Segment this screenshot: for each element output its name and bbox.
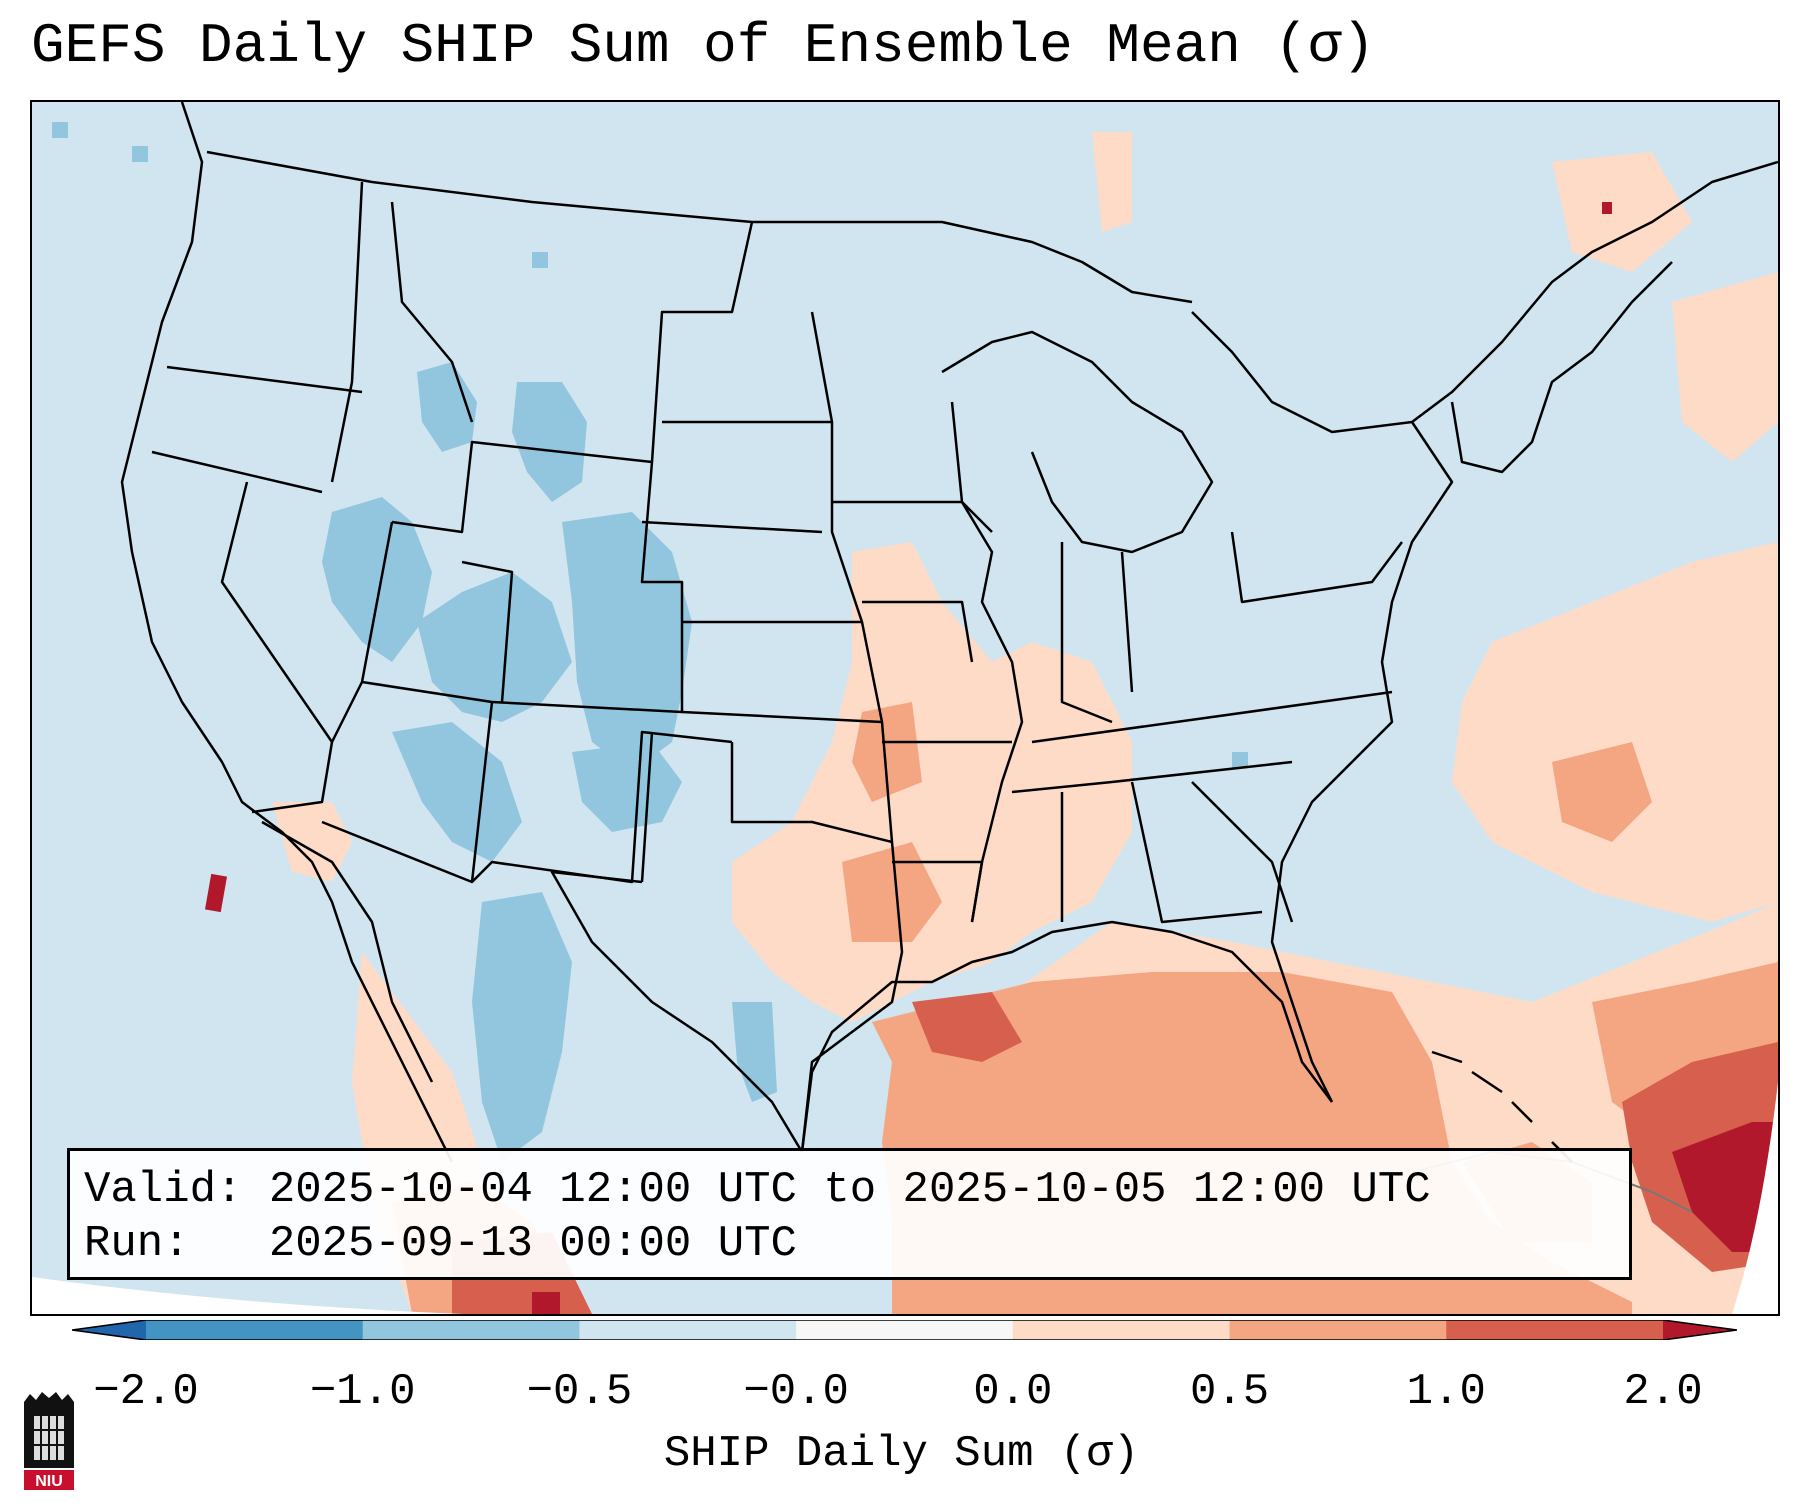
svg-text:NIU: NIU: [35, 1473, 63, 1490]
extreme-anomaly-areas: [204, 202, 1778, 1314]
map-panel: [30, 100, 1780, 1316]
colorbar-segment: [362, 1320, 580, 1340]
run-value: 2025-09-13 00:00 UTC: [268, 1219, 797, 1269]
colorbar-segment: [579, 1320, 797, 1340]
colorbar-segment: [1012, 1320, 1231, 1340]
negative-anomaly-areas: [52, 122, 1248, 1162]
colorbar-tick-label: 1.0: [1406, 1367, 1486, 1417]
map-domain-edge: [32, 1277, 932, 1314]
colorbar-tick-label: −0.5: [526, 1367, 633, 1417]
colorbar-tick-label: −2.0: [93, 1367, 199, 1417]
colorbar-extend-high: [1663, 1320, 1737, 1340]
colorbar-tick-label: 0.5: [1189, 1367, 1270, 1417]
state-borders: [120, 102, 1778, 1213]
colorbar-tick-label: 0.0: [973, 1367, 1053, 1417]
colorbar-label: SHIP Daily Sum (σ): [663, 1429, 1140, 1479]
valid-value: 2025-10-04 12:00 UTC to 2025-10-05 12:00…: [268, 1165, 1431, 1215]
colorbar-extend-low: [72, 1320, 146, 1340]
run-label: Run:: [84, 1219, 190, 1269]
map-title: GEFS Daily SHIP Sum of Ensemble Mean (σ): [31, 14, 1376, 78]
colorbar-segment: [1229, 1320, 1447, 1340]
colorbar-tick-label: 2.0: [1623, 1367, 1703, 1417]
colorbar-tick-label: −0.0: [743, 1367, 849, 1417]
colorbar: [72, 1320, 1737, 1340]
niu-logo: NIU: [24, 1392, 74, 1490]
colorbar-segment: [796, 1320, 1014, 1340]
colorbar-segment: [1446, 1320, 1664, 1340]
colorbar-tick-label: −1.0: [309, 1367, 416, 1417]
info-box: Valid: 2025-10-04 12:00 UTC to 2025-10-0…: [67, 1148, 1632, 1280]
valid-label: Valid:: [84, 1165, 243, 1215]
map-canvas: [32, 102, 1778, 1314]
colorbar-segment: [146, 1320, 364, 1340]
